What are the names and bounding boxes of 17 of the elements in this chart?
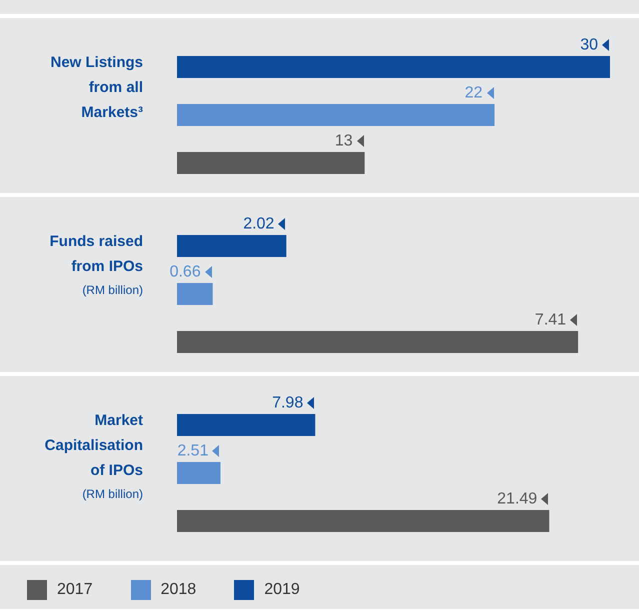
data-label: 7.41 [534, 311, 566, 328]
text: (RM billion) [81, 486, 143, 503]
text: 2019 [264, 581, 300, 599]
data-label: 0.66 [170, 263, 201, 280]
y-axis-title: Market Capitalisation of IPOs [44, 411, 143, 481]
text: 2018 [160, 581, 196, 599]
data-label: 22 [464, 84, 483, 102]
y-axis-title: Funds raised from IPOs [48, 232, 143, 277]
data-label: 2.02 [243, 215, 274, 232]
data-label: 7.98 [272, 394, 304, 412]
data-label: 30 [580, 36, 598, 54]
text: 2017 [57, 581, 93, 599]
data-label: 21.49 [497, 490, 538, 508]
text: (RM billion) [81, 282, 143, 299]
data-label: 13 [334, 132, 353, 150]
y-axis-title: New Listings from all Markets³ [49, 53, 143, 123]
data-label: 2.51 [177, 442, 209, 460]
